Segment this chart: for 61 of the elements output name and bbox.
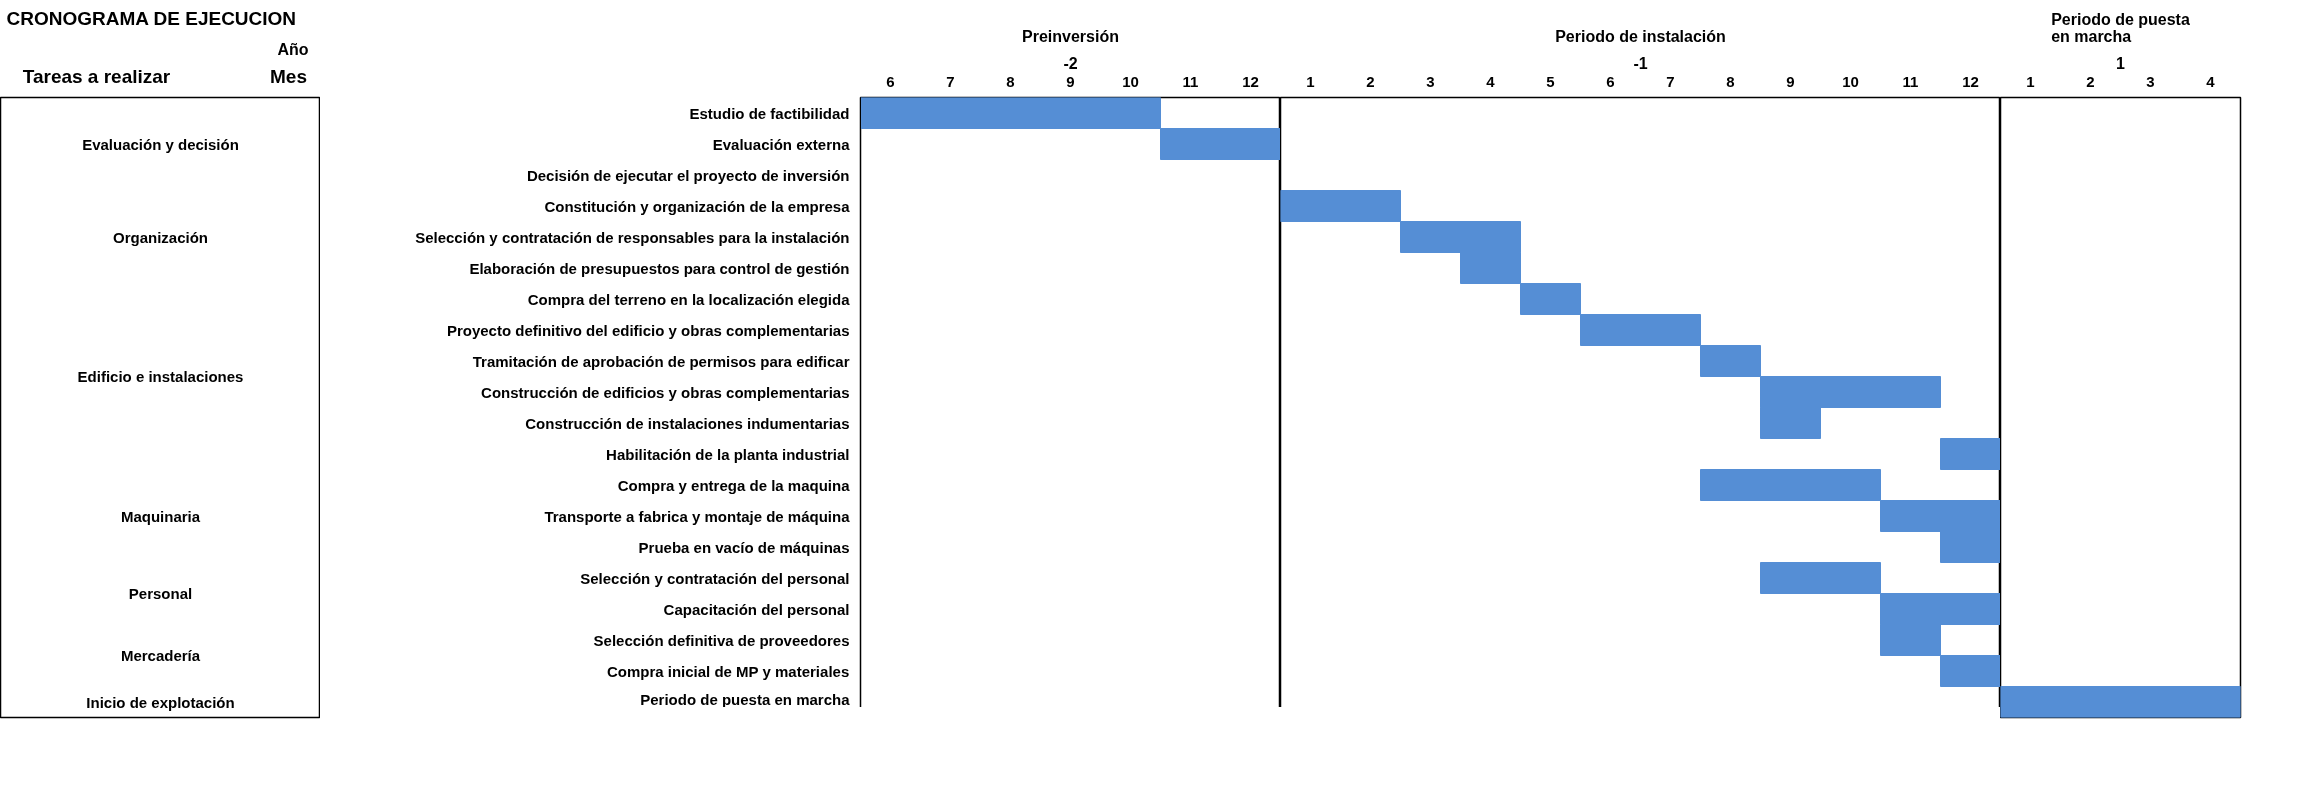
x-tick-label: 8: [1006, 72, 1015, 90]
y-tick-label: Habilitación de la planta industrial: [606, 445, 850, 463]
x-tick-label: 3: [2146, 72, 2155, 90]
x-tick-label: 11: [1182, 72, 1199, 90]
x-tick-label: 11: [1902, 72, 1919, 90]
x-tick-label: 3: [1426, 72, 1435, 90]
y-tick-label: Decisión de ejecutar el proyecto de inversión: [526, 166, 850, 184]
y-tick-label: Proyecto definitivo del edificio y obras complementarias: [446, 321, 850, 339]
text: Edificio e instalaciones: [77, 368, 244, 385]
x-tick-label: 1: [1306, 72, 1315, 90]
y-tick-label: Compra y entrega de la maquina: [617, 476, 851, 494]
x-tick-label: 12: [1962, 72, 1979, 90]
text: Mercadería: [120, 647, 201, 664]
x-tick-label: 9: [1786, 72, 1795, 90]
y-tick-label: Estudio de factibilidad: [689, 104, 850, 122]
x-tick-label: 10: [1842, 72, 1859, 90]
y-tick-label: Constitución y organización de la empresa: [544, 197, 851, 215]
x-tick-label: 7: [946, 72, 955, 90]
y-tick-label: Prueba en vacío de máquinas: [638, 538, 850, 556]
text: Mes: [270, 65, 307, 87]
y-tick-label: Construcción de edificios y obras complementarias: [481, 383, 850, 401]
chart-title: Periodo de instalación: [1555, 27, 1726, 45]
y-tick-label: Tramitación de aprobación de permisos para edificar: [472, 352, 850, 370]
y-tick-label: Compra del terreno en la localización elegida: [527, 290, 851, 308]
x-tick-label: 2: [2086, 72, 2095, 90]
text: CRONOGRAMA DE EJECUCION: [6, 7, 297, 29]
x-tick-label: 7: [1666, 72, 1675, 90]
y-tick-label: Selección definitiva de proveedores: [593, 631, 850, 649]
x-tick-label: 6: [1606, 72, 1615, 90]
x-tick-label: 8: [1726, 72, 1735, 90]
text: Año: [277, 40, 309, 58]
bar: [1940, 438, 2000, 470]
y-tick-label: Transporte a fabrica y montaje de máquina: [544, 507, 851, 525]
x-tick-label: 12: [1242, 72, 1259, 90]
x-tick-label: 4: [2206, 72, 2216, 90]
y-tick-label: Evaluación externa: [712, 135, 851, 153]
text: Personal: [128, 585, 193, 602]
x-tick-label: 2: [1366, 72, 1375, 90]
y-tick-label: Selección y contratación de responsables para la instalación: [415, 228, 850, 246]
x-tick-label: 4: [1486, 72, 1496, 90]
x-tick-label: 9: [1066, 72, 1075, 90]
chart-title: Preinversión: [1022, 27, 1119, 45]
x-tick-label: 10: [1122, 72, 1139, 90]
chart-subtitle: -2: [1063, 54, 1078, 72]
text: Tareas a realizar: [22, 65, 171, 87]
y-tick-label: Capacitación del personal: [663, 600, 850, 618]
chart-title: Periodo de puesta en marcha: [2051, 10, 2190, 45]
x-tick-label: 6: [886, 72, 895, 90]
text: Evaluación y decisión: [82, 135, 239, 153]
y-tick-label: Selección y contratación del personal: [580, 569, 850, 587]
chart-subtitle: 1: [2116, 54, 2126, 72]
text: Inicio de explotación: [86, 693, 235, 711]
y-tick-label: Periodo de puesta en marcha: [640, 690, 851, 708]
x-tick-label: 1: [2026, 72, 2035, 90]
chart-subtitle: -1: [1633, 54, 1648, 72]
text: Organización: [112, 228, 209, 246]
y-tick-label: Compra inicial de MP y materiales: [606, 662, 850, 680]
y-tick-label: Construcción de instalaciones indumentarias: [525, 414, 850, 432]
x-tick-label: 5: [1546, 72, 1555, 90]
y-tick-label: Elaboración de presupuestos para control de gestión: [469, 259, 850, 277]
text: Maquinaria: [120, 507, 201, 525]
